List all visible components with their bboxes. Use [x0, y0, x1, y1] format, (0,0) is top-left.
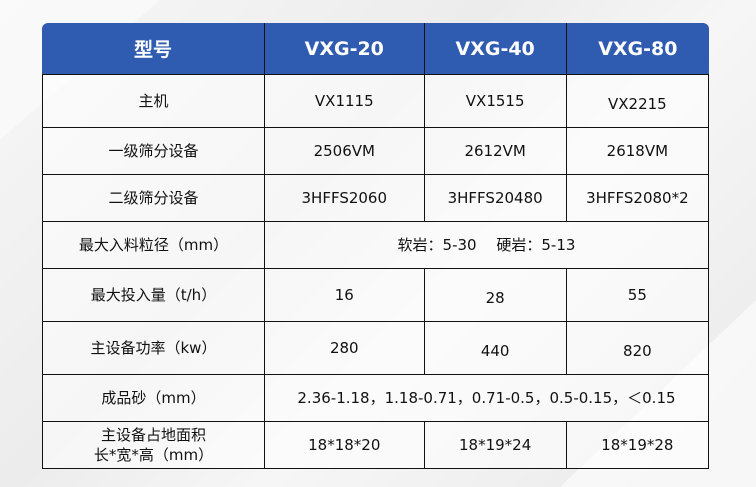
- header-model: 型号: [42, 23, 265, 75]
- cell: 3HFFS2060: [264, 175, 425, 222]
- row-label: 成品砂（mm）: [42, 375, 265, 422]
- cell: 55: [566, 269, 709, 322]
- row-label-line1: 主设备占地面积: [100, 426, 206, 444]
- row-label: 二级筛分设备: [42, 175, 265, 222]
- cell: 2618VM: [566, 128, 709, 175]
- header-vxg-40: VXG-40: [424, 23, 567, 75]
- table-row: 主机 VX1115 VX1515 VX2215: [42, 75, 709, 128]
- header-row: 型号 VXG-20 VXG-40 VXG-80: [42, 23, 709, 75]
- row-label: 一级筛分设备: [42, 128, 265, 175]
- cell: 3HFFS20480: [424, 175, 567, 222]
- row-label: 最大投入量（t/h）: [42, 269, 265, 322]
- cell: 28: [424, 269, 567, 322]
- cell: VX1515: [424, 75, 567, 128]
- table-row: 最大入料粒径（mm） 软岩：5-30 硬岩：5-13: [42, 222, 709, 269]
- spec-table: 型号 VXG-20 VXG-40 VXG-80 主机 VX1115 VX1515…: [42, 23, 709, 469]
- table-row: 主设备占地面积 长*宽*高（mm） 18*18*20 18*19*24 18*1…: [42, 422, 709, 469]
- cell: 440: [424, 322, 567, 375]
- header-vxg-80: VXG-80: [566, 23, 709, 75]
- table-row: 主设备功率（kw） 280 440 820: [42, 322, 709, 375]
- row-label: 主设备功率（kw）: [42, 322, 265, 375]
- table-row: 成品砂（mm） 2.36-1.18，1.18-0.71，0.71-0.5，0.5…: [42, 375, 709, 422]
- merged-cell: 软岩：5-30 硬岩：5-13: [264, 222, 709, 269]
- header-vxg-20: VXG-20: [264, 23, 425, 75]
- cell: 820: [566, 322, 709, 375]
- cell: 18*19*28: [566, 422, 709, 469]
- cell: 2612VM: [424, 128, 567, 175]
- cell: 3HFFS2080*2: [566, 175, 709, 222]
- merged-cell: 2.36-1.18，1.18-0.71，0.71-0.5，0.5-0.15，＜0…: [264, 375, 709, 422]
- row-label: 最大入料粒径（mm）: [42, 222, 265, 269]
- cell: 18*18*20: [264, 422, 425, 469]
- table-row: 最大投入量（t/h） 16 28 55: [42, 269, 709, 322]
- cell: 16: [264, 269, 425, 322]
- cell: 18*19*24: [424, 422, 567, 469]
- row-label: 主设备占地面积 长*宽*高（mm）: [42, 422, 265, 469]
- cell: VX2215: [566, 75, 709, 128]
- table-row: 一级筛分设备 2506VM 2612VM 2618VM: [42, 128, 709, 175]
- row-label-line2: 长*宽*高（mm）: [93, 446, 214, 464]
- table-row: 二级筛分设备 3HFFS2060 3HFFS20480 3HFFS2080*2: [42, 175, 709, 222]
- cell: 280: [264, 322, 425, 375]
- row-label: 主机: [42, 75, 265, 128]
- cell: 2506VM: [264, 128, 425, 175]
- cell: VX1115: [264, 75, 425, 128]
